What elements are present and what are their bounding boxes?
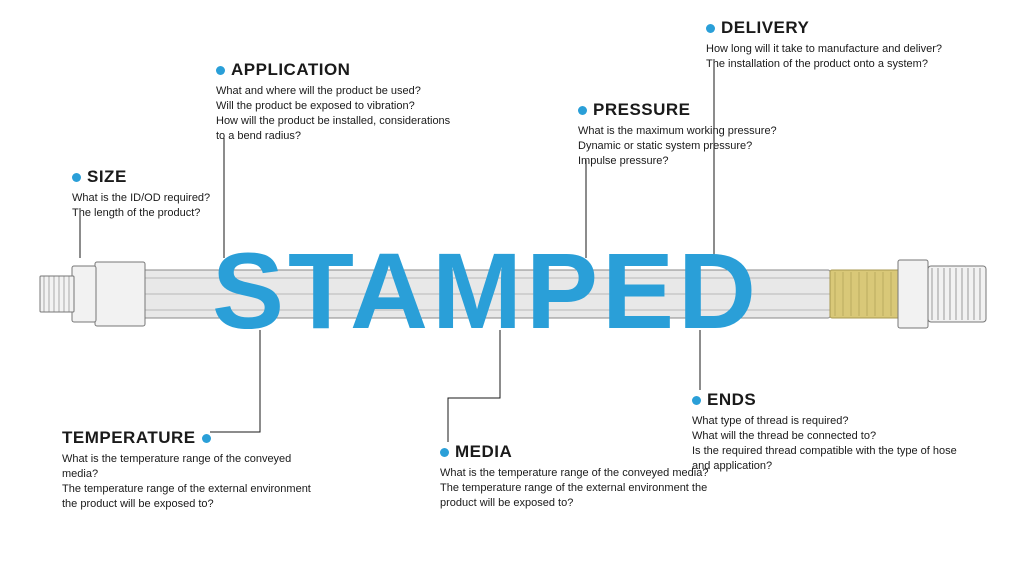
stamped-heading: STAMPED	[212, 228, 760, 353]
